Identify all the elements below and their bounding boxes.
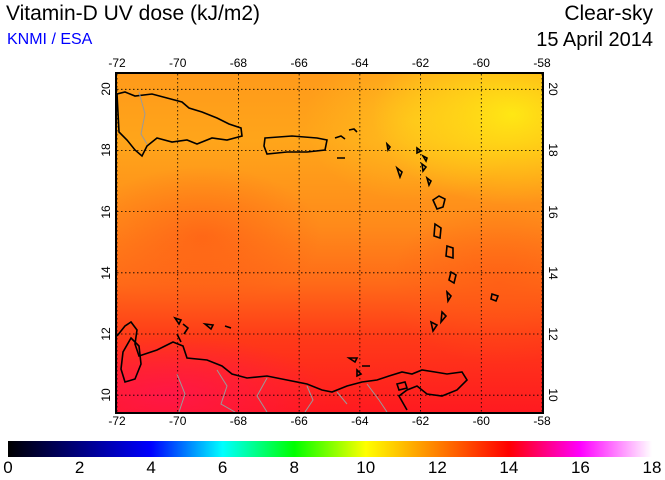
lat-tick-right: 12 [546,327,560,341]
map-date: 15 April 2014 [536,29,653,51]
hispaniola-coast [117,91,243,158]
colorbar-tick-label: 4 [146,458,156,477]
lon-tick-top: -66 [290,56,308,70]
lat-tick-right: 14 [546,266,560,280]
lat-tick-left: 10 [99,388,113,402]
sky-condition: Clear-sky [564,2,653,25]
colorbar-tick-label: 12 [427,458,447,477]
colorbar-tick-label: 8 [289,458,299,477]
map-title: Vitamin-D UV dose (kJ/m2) [6,2,261,25]
colorbar-tick-label: 16 [570,458,590,477]
lon-tick-bottom: -68 [229,414,248,428]
lon-tick-top: -70 [169,56,187,70]
colorbar-tick-label: 0 [3,458,13,477]
lat-tick-right: 20 [546,82,560,96]
graticule [117,74,542,412]
colorbar-tick-label: 6 [217,458,228,477]
south-american-coast [117,320,469,411]
colorbar-tick-label: 10 [356,458,376,477]
virgin-islands [334,128,358,159]
colorbar-tick-label: 14 [499,458,519,477]
lon-tick-bottom: -66 [290,414,308,428]
lat-tick-left: 12 [99,327,113,341]
colorbar-tick-label: 18 [642,458,662,477]
lon-tick-bottom: -62 [411,414,430,428]
lon-tick-top: -60 [472,56,490,70]
lon-tick-top: -68 [229,56,248,70]
coastlines [117,91,500,411]
lon-tick-bottom: -70 [169,414,187,428]
lat-tick-left: 14 [99,266,113,280]
lesser-antilles [385,141,500,334]
colorbar-tick-label: 2 [74,458,85,477]
lon-tick-bottom: -58 [533,414,551,428]
lat-tick-left: 18 [99,143,113,158]
map-overlay [117,74,542,412]
colorbar [8,441,652,457]
lat-tick-right: 10 [546,388,560,402]
lon-tick-bottom: -72 [108,414,126,428]
lon-tick-bottom: -60 [472,414,490,428]
caribbean-small-islands [173,316,409,391]
lat-tick-right: 18 [546,143,560,158]
lon-tick-top: -58 [533,56,551,70]
lat-tick-left: 20 [99,82,113,96]
lon-tick-top: -62 [411,56,430,70]
source-label: KNMI / ESA [7,31,93,48]
uv-dose-map [115,72,544,414]
lat-tick-right: 16 [546,204,560,219]
puerto-rico-coast [263,135,328,155]
lat-tick-left: 16 [99,204,113,219]
lake-maracaibo [120,336,142,383]
lon-tick-top: -64 [351,56,369,70]
borders [138,91,388,412]
lon-tick-top: -72 [108,56,126,70]
lon-tick-bottom: -64 [351,414,369,428]
